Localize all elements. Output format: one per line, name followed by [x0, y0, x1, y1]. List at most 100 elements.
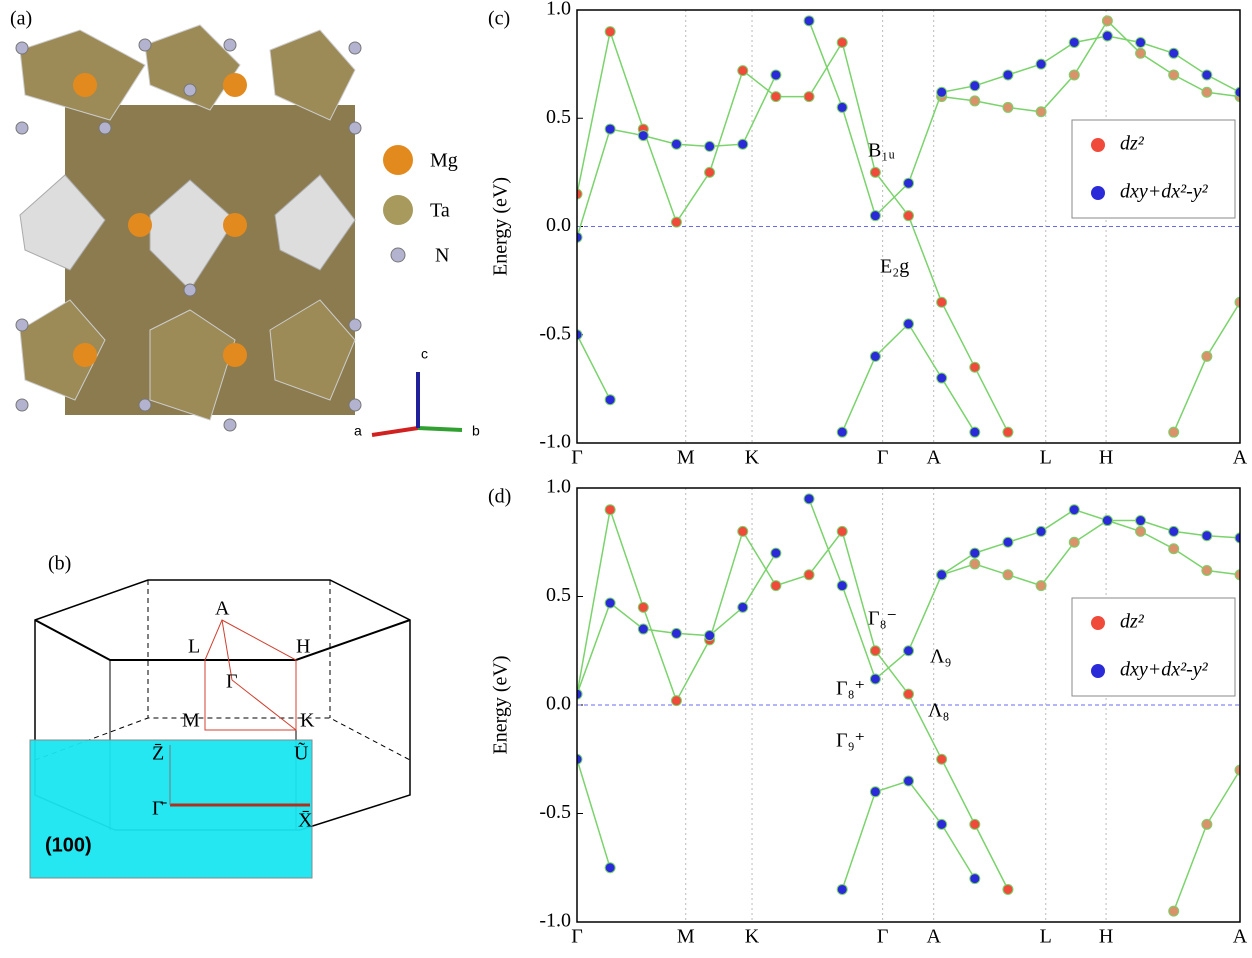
k-point-label: X̄ [298, 810, 313, 832]
panel-label: (d) [488, 486, 511, 508]
band-point [1168, 426, 1180, 438]
band-line [941, 19, 1240, 113]
band-point [1234, 296, 1240, 308]
band-point [1234, 86, 1240, 98]
y-tick-label: 0.0 [546, 693, 571, 715]
band-point [903, 210, 914, 222]
band-point [936, 372, 948, 384]
band-point [803, 493, 815, 505]
y-tick-label: -0.5 [539, 322, 571, 344]
band-point [577, 753, 583, 765]
band-line [1173, 301, 1240, 433]
legend-mg [383, 145, 413, 175]
band-point [1002, 69, 1014, 81]
band-point [577, 329, 583, 341]
band-point [1002, 569, 1014, 581]
x-tick-label: Γ [877, 447, 889, 469]
annotation: E₂g [880, 256, 909, 278]
band-line [1172, 769, 1240, 912]
irreducible-zone [204, 619, 297, 731]
plot-area [577, 493, 1240, 917]
band-line [577, 759, 976, 890]
band-point [704, 630, 716, 642]
band-line [941, 519, 1240, 587]
band-point [903, 688, 914, 700]
legend-marker [1091, 186, 1105, 200]
legend-box [1071, 119, 1236, 219]
band-point [704, 166, 716, 178]
band-point [1234, 532, 1240, 544]
crystal-structure: Mg Ta N a b c (a) [10, 8, 480, 439]
band-point [936, 86, 948, 98]
band-point [1168, 47, 1180, 59]
band-point [737, 138, 749, 150]
band-point [737, 601, 749, 613]
band-line [577, 74, 777, 238]
band-point [1234, 764, 1240, 776]
n-atoms [15, 38, 362, 432]
band-point [737, 525, 749, 537]
band-point [670, 138, 682, 150]
band-point [869, 645, 881, 657]
k-point-label: A [215, 598, 230, 620]
panel-label: (b) [48, 553, 71, 575]
band-point [936, 753, 948, 765]
octahedron [149, 179, 236, 291]
brillouin-zone: (b) A L H Γ M K Z̄ Ũ Γ̄ X̄ (100) [29, 553, 411, 879]
band-point [869, 673, 881, 685]
band-point [903, 318, 914, 330]
octahedron [144, 24, 241, 111]
band-point [1035, 580, 1047, 592]
band-line [577, 509, 1009, 890]
edge [34, 717, 411, 761]
k-point-label: K [300, 710, 315, 732]
k-point-label: L [188, 636, 200, 658]
band-point [637, 601, 649, 613]
band-point [1201, 69, 1213, 81]
band-point [577, 688, 583, 700]
band-point [903, 177, 914, 189]
band-point [1002, 101, 1014, 113]
x-tick-label: H [1099, 447, 1113, 469]
path [231, 679, 297, 731]
annotation: Λ₈ [928, 700, 950, 722]
band-point [969, 95, 981, 107]
y-tick-label: 0.0 [546, 214, 571, 236]
band-point [1201, 818, 1213, 830]
band-point [1101, 30, 1113, 42]
band-point [836, 580, 848, 592]
k-point-label: M [182, 710, 200, 732]
octahedron [269, 29, 356, 121]
annotation: Γ₉⁺ [836, 730, 865, 752]
octahedron [19, 299, 106, 401]
band-point [1035, 106, 1047, 118]
annotation: B₁ᵤ [868, 140, 895, 162]
band-point [803, 569, 815, 581]
x-tick-label: K [745, 447, 760, 469]
legend-label: Mg [430, 150, 458, 172]
x-tick-label: L [1040, 926, 1052, 948]
legend-label: dxy+dx²-y² [1120, 659, 1209, 681]
legend-label: dz² [1120, 133, 1145, 155]
annotation: Γ₈⁻ [868, 608, 897, 630]
band-point [1201, 530, 1213, 542]
plot-frame [576, 487, 1241, 923]
path [221, 619, 233, 681]
band-point [604, 123, 616, 135]
y-axis-title: Energy (eV) [490, 655, 512, 754]
x-tick-label: Γ [877, 926, 889, 948]
band-line [577, 552, 777, 695]
band-point [803, 91, 815, 103]
band-point [836, 525, 848, 537]
legend-ta [383, 195, 413, 225]
band-point [670, 695, 682, 707]
band-point [704, 140, 716, 152]
edge [34, 619, 411, 661]
band-point [1201, 86, 1213, 98]
x-tick-label: K [745, 926, 760, 948]
band-point [604, 26, 616, 38]
band-point [770, 69, 782, 81]
axis-label: b [472, 423, 480, 439]
x-tick-label: A [1233, 926, 1248, 948]
band-point [969, 558, 981, 570]
